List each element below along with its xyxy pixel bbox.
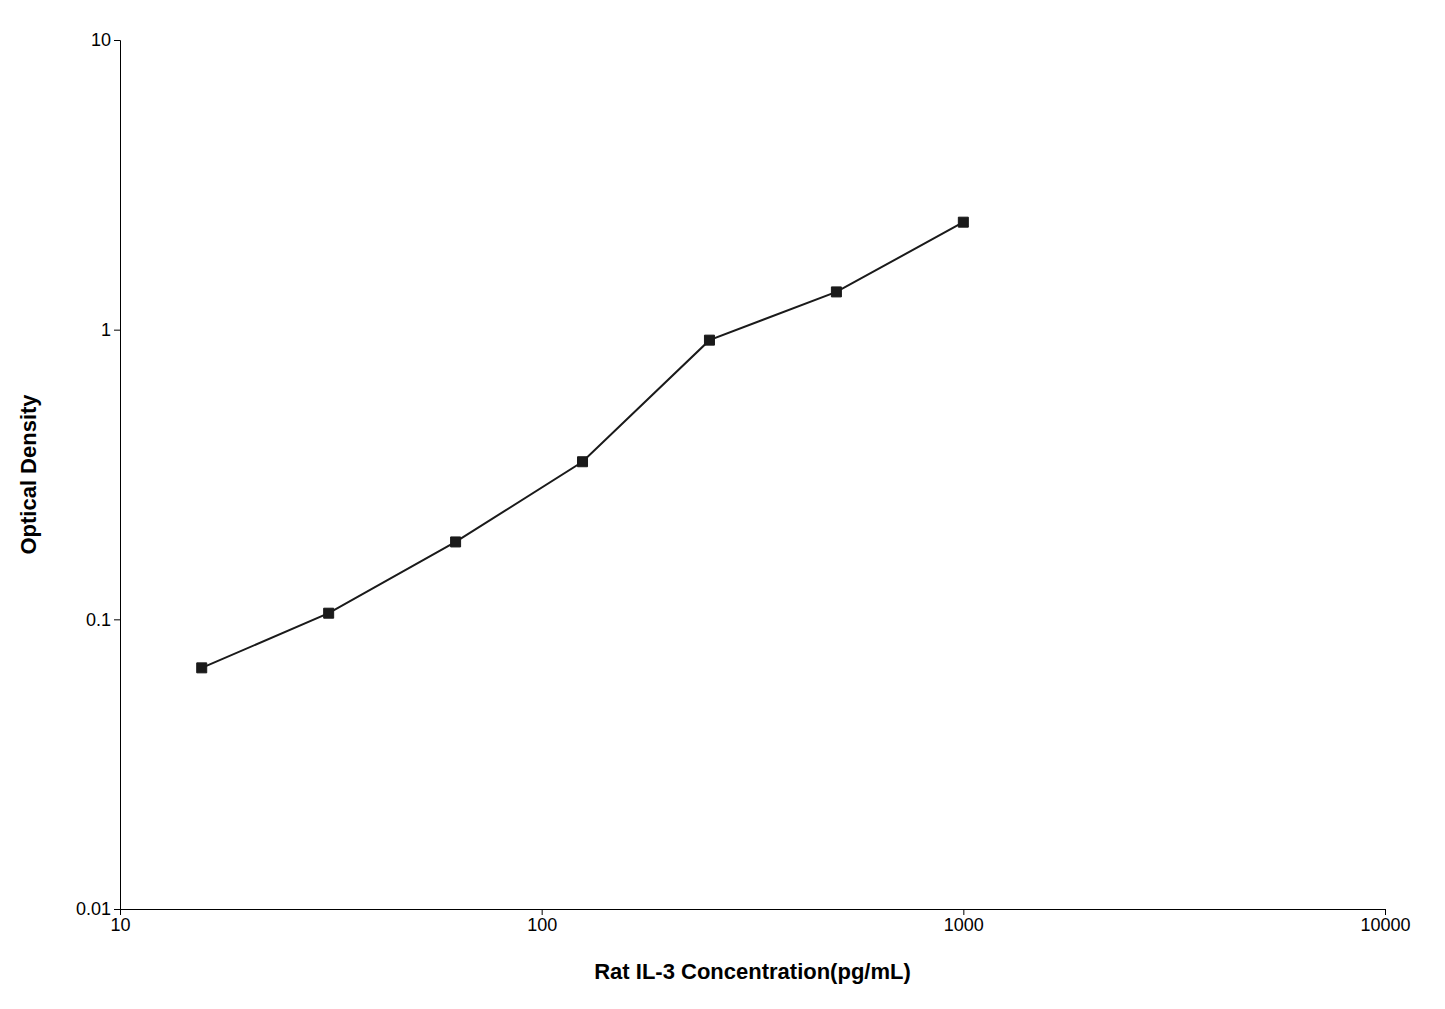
chart-container: 10 100 1000 10000 0.01 0.1 1 10 Rat IL-3 Concent…	[0, 0, 1445, 1009]
x-tick-label: 10	[110, 915, 130, 935]
y-tick: 0.1	[86, 610, 120, 630]
marker	[831, 287, 841, 297]
marker	[704, 335, 714, 345]
y-tick-label: 10	[91, 30, 111, 50]
y-tick-label: 0.01	[76, 899, 111, 919]
x-tick-label: 10000	[1360, 915, 1410, 935]
x-tick-label: 1000	[944, 915, 984, 935]
marker	[958, 217, 968, 227]
plot-area: 10 100 1000 10000 0.01 0.1 1 10	[76, 30, 1411, 935]
x-axis-title: Rat IL-3 Concentration(pg/mL)	[594, 959, 911, 984]
y-tick: 0.01	[76, 899, 120, 919]
marker	[578, 457, 588, 467]
y-tick-mark	[114, 40, 120, 41]
y-axis-title: Optical Density	[16, 394, 41, 555]
marker	[451, 537, 461, 547]
chart-svg: 10 100 1000 10000 0.01 0.1 1 10 Rat IL-3 Concent…	[0, 0, 1445, 1009]
x-axis-line	[121, 910, 1386, 916]
x-axis: 10 100 1000 10000	[110, 909, 1410, 935]
y-axis-line	[114, 41, 121, 910]
x-tick: 10	[110, 909, 130, 935]
y-tick: 1	[101, 320, 120, 340]
y-tick-mark	[114, 909, 120, 910]
y-tick-mark	[114, 330, 120, 331]
x-tick: 1000	[944, 909, 984, 935]
line	[202, 222, 964, 668]
y-tick-mark	[114, 619, 120, 620]
x-tick: 10000	[1360, 909, 1410, 935]
x-tick-label: 100	[527, 915, 557, 935]
x-tick: 100	[527, 909, 557, 935]
marker	[197, 663, 207, 673]
y-axis: 0.01 0.1 1 10	[76, 30, 121, 919]
y-tick-label: 0.1	[86, 610, 111, 630]
y-tick: 10	[91, 30, 120, 50]
marker	[324, 608, 334, 618]
y-tick-label: 1	[101, 320, 111, 340]
series	[197, 217, 969, 673]
